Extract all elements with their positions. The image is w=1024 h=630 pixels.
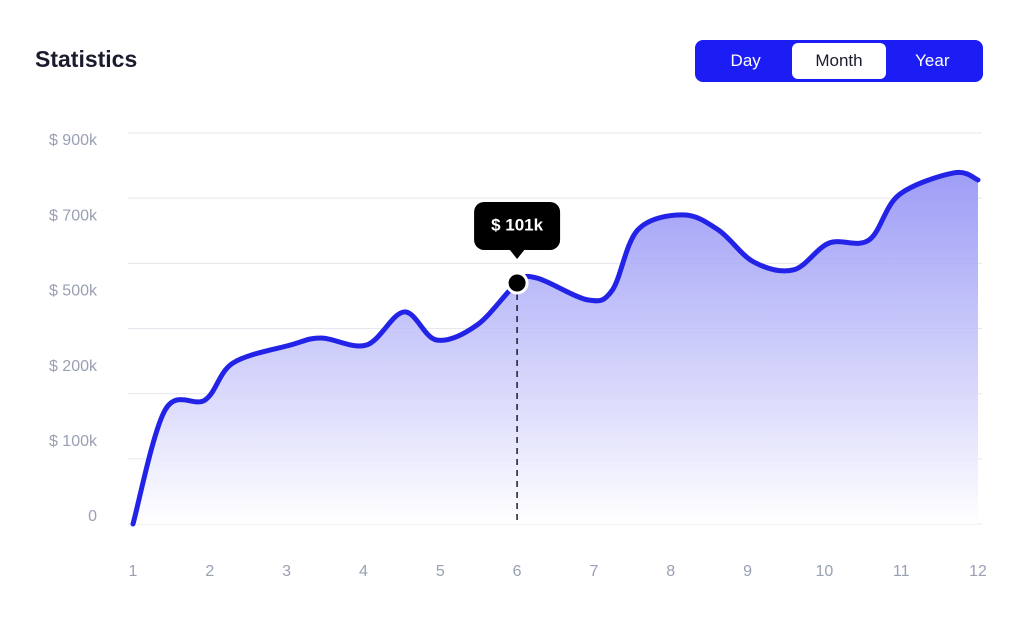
x-tick-label: 1: [129, 563, 138, 580]
x-tick-label: 2: [205, 563, 214, 580]
tooltip-label: $ 101k: [491, 215, 544, 234]
x-tick-label: 6: [513, 563, 522, 580]
x-tick-label: 4: [359, 563, 368, 580]
tooltip-arrow: [509, 248, 526, 259]
x-tick-label: 9: [743, 563, 752, 580]
tab[interactable]: Day: [730, 51, 761, 70]
x-tick-label: 3: [282, 563, 291, 580]
x-tick-label: 10: [815, 563, 833, 580]
period-switch: Day Month Year: [695, 40, 983, 82]
y-tick-label: $ 100k: [49, 433, 98, 450]
x-tick-label: 5: [436, 563, 445, 580]
tab[interactable]: Year: [915, 51, 950, 70]
x-tick-label: 8: [666, 563, 675, 580]
tooltip-box: [474, 201, 561, 250]
x-tick-label: 12: [969, 563, 987, 580]
tab[interactable]: Month: [792, 43, 886, 79]
y-tick-label: $ 200k: [49, 358, 98, 375]
y-tick-label: 0: [88, 508, 97, 525]
line: [130, 169, 981, 527]
x-tick-label: 11: [893, 563, 910, 580]
y-tick-label: $ 500k: [49, 283, 98, 300]
hover-point: [505, 271, 529, 295]
x-tick-label: 7: [589, 563, 598, 580]
y-tick-label: $ 700k: [49, 207, 98, 224]
page-title: Statistics: [35, 46, 138, 72]
area: [133, 172, 978, 524]
y-tick-label: $ 900k: [49, 132, 98, 149]
